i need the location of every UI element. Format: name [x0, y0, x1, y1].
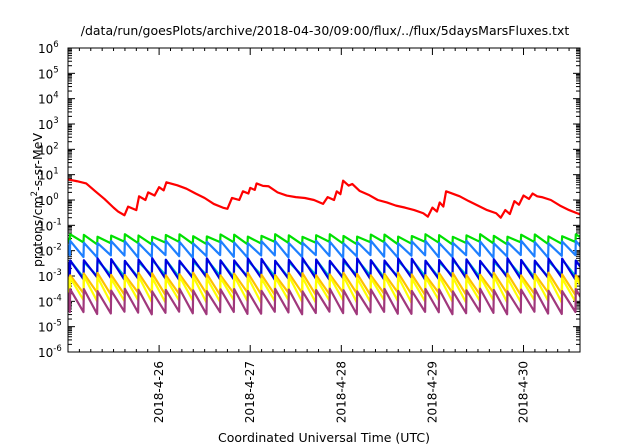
y-tick-exponent: 5: [53, 65, 58, 75]
y-tick-label: 10-1: [38, 217, 62, 233]
y-tick-label: 105: [38, 65, 59, 81]
y-tick-label: 10-4: [38, 293, 62, 309]
y-tick-exponent: -4: [53, 293, 61, 303]
y-axis-label: protons/cm2-s-sr-MeV: [30, 133, 45, 267]
y-tick-base: 10: [38, 143, 53, 157]
x-tick-label: 2018-4-29: [425, 361, 439, 423]
y-tick-label: 10-5: [38, 319, 62, 335]
y-tick-base: 10: [38, 67, 53, 81]
series-line: [68, 287, 580, 316]
series-layer: [68, 178, 580, 316]
y-tick-label: 103: [38, 116, 59, 132]
y-tick-base: 10: [38, 295, 53, 309]
y-tick-exponent: 4: [53, 91, 58, 101]
x-axis: 2018-4-26 2018-4-27 2018-4-28 2018-4-29 2018…: [78, 48, 570, 423]
y-tick-exponent: -1: [53, 217, 61, 227]
y-tick-base: 10: [38, 219, 53, 233]
x-tick-label: 2018-4-28: [334, 361, 348, 423]
y-tick-base: 10: [38, 346, 53, 360]
y-tick-base: 10: [38, 93, 53, 107]
y-tick-label: 101: [38, 167, 59, 183]
y-tick-label: 102: [38, 141, 59, 157]
y-tick-exponent: 2: [53, 141, 58, 151]
y-tick-exponent: 6: [53, 40, 58, 50]
y-tick-exponent: 1: [53, 167, 58, 177]
y-axis-label-post: -s-sr-MeV: [30, 133, 45, 191]
y-tick-exponent: -6: [53, 344, 61, 354]
y-tick-label: 10-6: [38, 344, 62, 360]
y-tick-base: 10: [38, 245, 53, 259]
chart-title: /data/run/goesPlots/archive/2018-04-30/0…: [81, 23, 570, 38]
series-line: [68, 239, 580, 259]
y-tick-label: 106: [38, 40, 59, 56]
y-tick-base: 10: [38, 270, 53, 284]
y-tick-label: 100: [38, 192, 59, 208]
series-line: [68, 178, 580, 219]
y-tick-exponent: -2: [53, 243, 61, 253]
y-tick-label: 104: [38, 91, 59, 107]
y-tick-label: 10-3: [38, 268, 62, 284]
y-axis-label-sup: 2: [30, 191, 40, 196]
y-tick-exponent: 3: [53, 116, 58, 126]
x-tick-label: 2018-4-27: [243, 361, 257, 423]
x-tick-label: 2018-4-26: [152, 361, 166, 423]
y-axis-label-pre: protons/cm: [30, 196, 45, 267]
y-tick-label: 10-2: [38, 243, 62, 259]
y-tick-base: 10: [38, 194, 53, 208]
y-tick-base: 10: [38, 169, 53, 183]
y-tick-exponent: -5: [53, 319, 61, 329]
y-tick-base: 10: [38, 321, 53, 335]
x-axis-label: Coordinated Universal Time (UTC): [218, 430, 430, 445]
y-axis: 10610510410310210110010-110-210-310-410-…: [38, 40, 580, 360]
y-tick-base: 10: [38, 118, 53, 132]
y-tick-base: 10: [38, 42, 53, 56]
x-tick-label: 2018-4-30: [517, 361, 531, 423]
plot-frame: [67, 47, 581, 353]
y-tick-exponent: 0: [53, 192, 58, 202]
y-tick-exponent: -3: [53, 268, 61, 278]
